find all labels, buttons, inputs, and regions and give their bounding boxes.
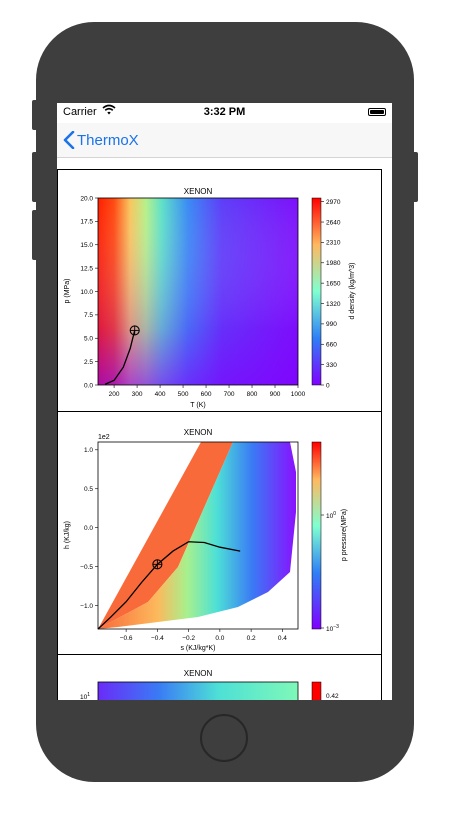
plot1-ytick-label: 20.0 xyxy=(80,195,93,202)
navigation-bar: ThermoX xyxy=(57,123,392,158)
plot2-region-main xyxy=(98,442,296,629)
plot2-colorbar xyxy=(311,441,322,630)
plot1-ytick-label: 0.0 xyxy=(84,382,93,389)
plots-scroll-view[interactable]: XENON 200 300 400 500 600 700 800 900 1000 0.0 2.… xyxy=(57,158,392,700)
sh-pressure-chart: XENON 1e2 −0.6 −0.4 −0.2 0.0 0.2 0.4 −1.0 −0.5… xyxy=(64,428,348,652)
plot2-xtick-label: −0.2 xyxy=(182,635,195,642)
plot1-critical-point-marker xyxy=(129,325,140,336)
carrier-label: Carrier xyxy=(63,106,97,118)
plot2-colorbar-ticks: 100 10−3 xyxy=(321,511,339,633)
plot2-xtick-label: −0.4 xyxy=(151,635,164,642)
plot1-cb-tick-label: 2970 xyxy=(326,199,341,206)
plot2-title: XENON xyxy=(184,428,213,437)
plot2-ytick-label: −0.5 xyxy=(80,564,93,571)
plot3-offset-label: 101 xyxy=(80,692,90,700)
plot1-cb-tick-label: 1320 xyxy=(326,301,341,308)
plot1-ylabel: p (MPa) xyxy=(64,279,71,304)
plot2-ytick-label: −1.0 xyxy=(80,603,93,610)
plot1-xtick-label: 900 xyxy=(270,391,281,398)
plot2-xtick-label: 0.2 xyxy=(247,635,256,642)
side-button-volume-down xyxy=(32,210,38,260)
plot1-cb-tick-label: 1980 xyxy=(326,260,341,267)
plot2-offset-label: 1e2 xyxy=(98,434,110,441)
plot2-ytick-label: 0.5 xyxy=(84,486,93,493)
plot1-colorbar-ticks: 0 330 660 990 1320 1650 1980 2310 2640 2970 xyxy=(321,199,341,389)
plot1-ytick-label: 10.0 xyxy=(80,289,93,296)
plot1-xlabel: T (K) xyxy=(190,402,205,409)
wifi-icon xyxy=(102,104,116,119)
plot-card-1: XENON 200 300 400 500 600 700 800 900 1000 0.0 2.… xyxy=(57,169,382,412)
plot1-xtick-label: 300 xyxy=(132,391,143,398)
chevron-left-icon xyxy=(63,131,75,149)
plot1-cb-tick-label: 330 xyxy=(326,362,337,369)
home-button[interactable] xyxy=(200,714,248,762)
plot1-cb-tick-label: 660 xyxy=(326,342,337,349)
status-time: 3:32 PM xyxy=(203,106,246,118)
side-button-mute xyxy=(32,100,38,130)
plot2-xlabel: s (KJ/kg*K) xyxy=(180,645,215,652)
plot1-xtick-label: 400 xyxy=(155,391,166,398)
plot1-xtick-label: 500 xyxy=(178,391,189,398)
plot2-region-orange xyxy=(98,442,233,629)
plot3-cb-tick: 0.42 xyxy=(326,693,339,700)
plot-card-3: XENON 101 0.42 xyxy=(57,654,382,700)
plot1-shade xyxy=(98,198,298,385)
back-button[interactable]: ThermoX xyxy=(63,130,139,150)
plot1-x-axis: 200 300 400 500 600 700 800 900 1000 xyxy=(109,385,306,398)
plot2-ylabel: h (KJ/kg) xyxy=(64,521,71,549)
plot1-xtick-label: 700 xyxy=(224,391,235,398)
plot2-saturation-dome-curve xyxy=(97,541,241,630)
third-chart: XENON 101 0.42 xyxy=(80,669,339,700)
plot2-x-axis: −0.6 −0.4 −0.2 0.0 0.2 0.4 xyxy=(120,629,287,642)
back-button-label: ThermoX xyxy=(77,131,139,149)
plot2-xtick-label: 0.0 xyxy=(215,635,224,642)
plot1-y-axis: 0.0 2.5 5.0 7.5 10.0 12.5 15.0 17.5 20.0 xyxy=(80,195,98,389)
device-screen: Carrier 3:32 PM ThermoX xyxy=(57,103,392,700)
plot1-cb-tick-label: 2310 xyxy=(326,240,341,247)
plot1-colorbar-label: d density (kg/m^3) xyxy=(349,263,356,320)
plot1-cb-tick-label: 2640 xyxy=(326,219,341,226)
side-button-power xyxy=(412,152,418,202)
plot1-cb-tick-label: 990 xyxy=(326,321,337,328)
plot-card-2: XENON 1e2 −0.6 −0.4 −0.2 0.0 0.2 0.4 −1.0 −0.5… xyxy=(57,411,382,655)
side-button-volume-up xyxy=(32,152,38,202)
plot1-title: XENON xyxy=(184,187,213,196)
plot3-colorbar xyxy=(311,681,322,700)
status-bar: Carrier 3:32 PM xyxy=(57,103,392,123)
plot1-ytick-label: 17.5 xyxy=(80,219,93,226)
plot1-ytick-label: 12.5 xyxy=(80,265,93,272)
plot3-area xyxy=(97,681,299,700)
plot1-cb-tick-label: 0 xyxy=(326,382,330,389)
plot1-xtick-label: 600 xyxy=(201,391,212,398)
plot1-ytick-label: 5.0 xyxy=(84,336,93,343)
plot1-xtick-label: 800 xyxy=(247,391,258,398)
plot1-ytick-label: 15.0 xyxy=(80,242,93,249)
plot1-xtick-label: 200 xyxy=(109,391,120,398)
plot2-xtick-label: −0.6 xyxy=(120,635,133,642)
plot2-ytick-label: 1.0 xyxy=(84,447,93,454)
plot2-cb-tick-1e-3: 10−3 xyxy=(326,624,339,633)
plot1-ytick-label: 7.5 xyxy=(84,312,93,319)
plot1-colorbar xyxy=(311,197,322,386)
battery-icon xyxy=(368,108,386,116)
plot1-ytick-label: 2.5 xyxy=(84,359,93,366)
plot2-colorbar-label: p pressure(MPa) xyxy=(341,509,348,561)
plot2-cb-tick-1e0: 100 xyxy=(326,511,336,520)
plot1-xtick-label: 1000 xyxy=(291,391,306,398)
plot2-ytick-label: 0.0 xyxy=(84,525,93,532)
plot2-xtick-label: 0.4 xyxy=(278,635,287,642)
plot1-saturation-curve xyxy=(104,330,136,385)
plot1-cb-tick-label: 1650 xyxy=(326,280,341,287)
plot2-critical-point-marker xyxy=(152,559,163,570)
plot2-frame xyxy=(97,441,299,630)
plot2-y-axis: −1.0 −0.5 0.0 0.5 1.0 xyxy=(80,447,98,610)
tp-density-chart: XENON 200 300 400 500 600 700 800 900 1000 0.0 2.… xyxy=(64,187,356,409)
plot3-title: XENON xyxy=(184,669,213,678)
